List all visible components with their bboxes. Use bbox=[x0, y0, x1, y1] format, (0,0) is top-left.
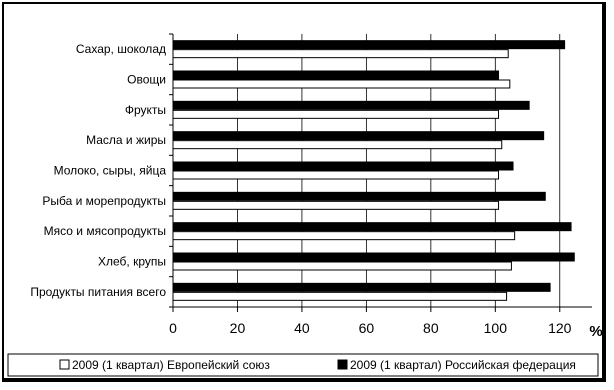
bar-eu bbox=[172, 200, 500, 210]
legend-swatch-rf bbox=[337, 359, 348, 370]
category-label: Масла и жиры bbox=[86, 133, 166, 147]
bar-eu bbox=[172, 231, 516, 241]
bar-eu bbox=[172, 140, 503, 150]
axes: 0 20 40 60 80 100 120 Продукты питания всего Хле… bbox=[30, 33, 592, 336]
bar-rf bbox=[172, 222, 572, 232]
bar-rf bbox=[172, 282, 551, 292]
legend: 2009 (1 квартал) Европейский союз 2009 (… bbox=[7, 353, 599, 377]
x-unit-label: % bbox=[589, 323, 602, 340]
category-label: Молоко, сыры, яйца bbox=[54, 164, 167, 178]
category-label: Овощи bbox=[127, 73, 166, 87]
x-tick-label-20: 20 bbox=[230, 320, 246, 336]
x-tick-label-100: 100 bbox=[484, 320, 508, 336]
legend-label-rf: 2009 (1 квартал) Российская федерация bbox=[350, 358, 576, 372]
category-label: Сахар, шоколад bbox=[76, 42, 166, 56]
bar-rf bbox=[172, 191, 546, 201]
bar-rf bbox=[172, 252, 575, 262]
bar-rf bbox=[172, 70, 500, 80]
bar-eu bbox=[172, 109, 500, 119]
legend-label-eu: 2009 (1 квартал) Европейский союз bbox=[72, 358, 270, 372]
bar-rf bbox=[172, 131, 545, 141]
bar-eu bbox=[172, 49, 509, 59]
legend-swatch-eu bbox=[59, 359, 70, 370]
x-tick-label-120: 120 bbox=[548, 320, 572, 336]
category-label: Рыба и морепродукты bbox=[42, 194, 166, 208]
x-tick-label-80: 80 bbox=[423, 320, 439, 336]
legend-box bbox=[7, 353, 599, 377]
bar-eu bbox=[172, 79, 511, 89]
bar-eu bbox=[172, 291, 508, 301]
category-label: Хлеб, крупы bbox=[98, 255, 166, 269]
bar-eu bbox=[172, 261, 512, 271]
bar-rf bbox=[172, 161, 514, 171]
category-label: Мясо и мясопродукты bbox=[44, 224, 166, 238]
bars bbox=[172, 40, 575, 301]
bar-rf bbox=[172, 100, 530, 110]
category-label: Фрукты bbox=[125, 103, 166, 117]
bar-rf bbox=[172, 40, 566, 50]
x-tick-label-40: 40 bbox=[294, 320, 310, 336]
x-tick-label-60: 60 bbox=[359, 320, 375, 336]
category-label: Продукты питания всего bbox=[30, 285, 166, 299]
x-tick-label-0: 0 bbox=[169, 320, 177, 336]
bar-eu bbox=[172, 170, 500, 180]
